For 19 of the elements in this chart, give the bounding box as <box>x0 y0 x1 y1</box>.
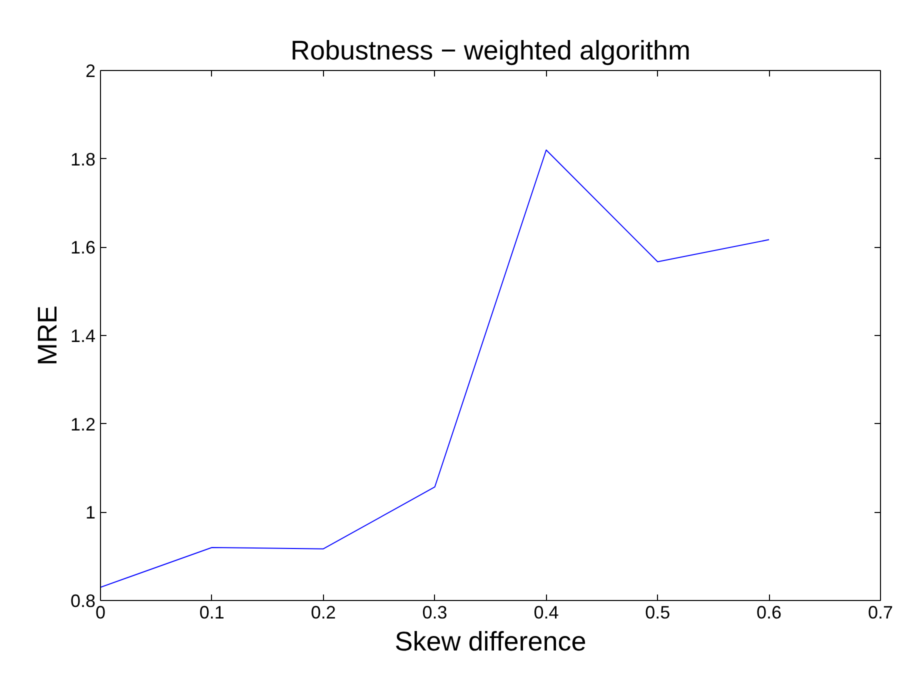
chart-title: Robustness − weighted algorithm <box>290 36 690 66</box>
x-tick-label: 0.6 <box>756 602 782 622</box>
y-tick-label: 1.4 <box>70 326 96 346</box>
y-tick-label: 1.8 <box>70 149 96 170</box>
y-tick-label: 1.6 <box>70 238 96 258</box>
y-tick-label: 2 <box>85 61 96 81</box>
x-tick-label: 0 <box>95 602 106 622</box>
y-tick-label: 1.2 <box>70 414 96 434</box>
x-tick-label: 0.7 <box>868 602 894 622</box>
y-axis-title: MRE <box>32 306 62 366</box>
line-series <box>100 150 770 588</box>
x-tick-label: 0.4 <box>534 602 559 622</box>
x-tick-label: 0.3 <box>422 602 448 622</box>
x-tick-label: 0.1 <box>199 602 224 622</box>
y-tick-label: 1 <box>85 502 96 523</box>
x-axis-title: Skew difference <box>394 626 586 656</box>
x-tick-label: 0.2 <box>310 602 336 622</box>
x-tick-label: 0.5 <box>645 602 670 622</box>
y-tick-label: 0.8 <box>70 591 96 611</box>
